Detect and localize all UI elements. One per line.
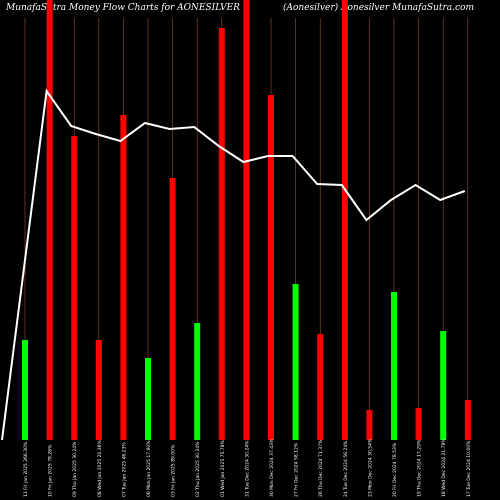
bar — [292, 284, 299, 440]
x-tick-label: 26 Thu Dec 2024 71.37% — [318, 439, 324, 497]
x-tick-label: 19 Thu Dec 2024 17.29% — [417, 439, 423, 497]
bar — [218, 28, 225, 440]
x-tick-label: 10 Fri Jan 2025 78.26% — [48, 444, 54, 497]
x-tick-label: 18 Wed Dec 2024 21.78% — [441, 438, 447, 497]
x-tick-labels: 11 Fri Jan 2025 266.30% 10 Fri Jan 2025 7… — [23, 438, 472, 497]
x-tick-label: 09 Thu Jan 2025 30.24% — [72, 441, 78, 497]
bar — [268, 95, 274, 440]
bar — [46, 0, 53, 440]
bar — [464, 400, 471, 440]
x-tick-label: 17 Tue Dec 2024 10.00% — [466, 440, 472, 497]
x-tick-label: 23 Mon Dec 2024 30.54% — [367, 438, 373, 497]
bar — [120, 115, 127, 440]
x-tick-label: 20 Fri Dec 2024 78.53% — [392, 442, 398, 497]
bar — [145, 358, 151, 440]
bar — [22, 340, 28, 440]
bar — [317, 334, 324, 440]
x-tick-label: 03 Fri Jan 2025 89.00% — [171, 444, 177, 497]
bar — [366, 410, 373, 440]
x-tick-label: 01 Wed Jan 2025 75.78% — [220, 439, 226, 497]
x-tick-label: 27 Fri Dec 2024 58.12% — [294, 442, 300, 497]
chart-subtitle: (Aonesilver) Aonesilver MunafaSutra.com — [283, 3, 474, 13]
x-tick-label: 06 Mon Jan 2025 17.90% — [146, 440, 152, 497]
bar — [243, 0, 250, 440]
bars — [22, 0, 471, 440]
bar — [194, 323, 201, 440]
bar — [95, 340, 102, 440]
chart-title: MunafaSutra Money Flow Charts for AONESI… — [6, 3, 240, 13]
x-tick-label: 07 Tue Jan 2025 46.23% — [121, 442, 127, 497]
bar — [415, 408, 422, 440]
bar — [169, 178, 176, 440]
bar — [391, 292, 397, 440]
x-tick-label: 02 Thu Jan 2025 30.24% — [195, 441, 201, 497]
x-tick-label: 31 Tue Dec 2024 30.24% — [244, 440, 250, 497]
x-tick-label: 11 Fri Jan 2025 266.30% — [23, 441, 29, 497]
x-tick-label: 08 Wed Jan 2025 20.36% — [97, 439, 103, 497]
x-tick-label: 30 Mon Dec 2024 37.43% — [269, 438, 275, 497]
bar — [440, 331, 447, 440]
price-line — [1, 88, 466, 441]
bar — [71, 136, 78, 440]
price-line-group — [1, 88, 466, 441]
bar — [341, 0, 348, 440]
x-tick-label: 24 Tue Dec 2024 56.24% — [343, 440, 349, 497]
